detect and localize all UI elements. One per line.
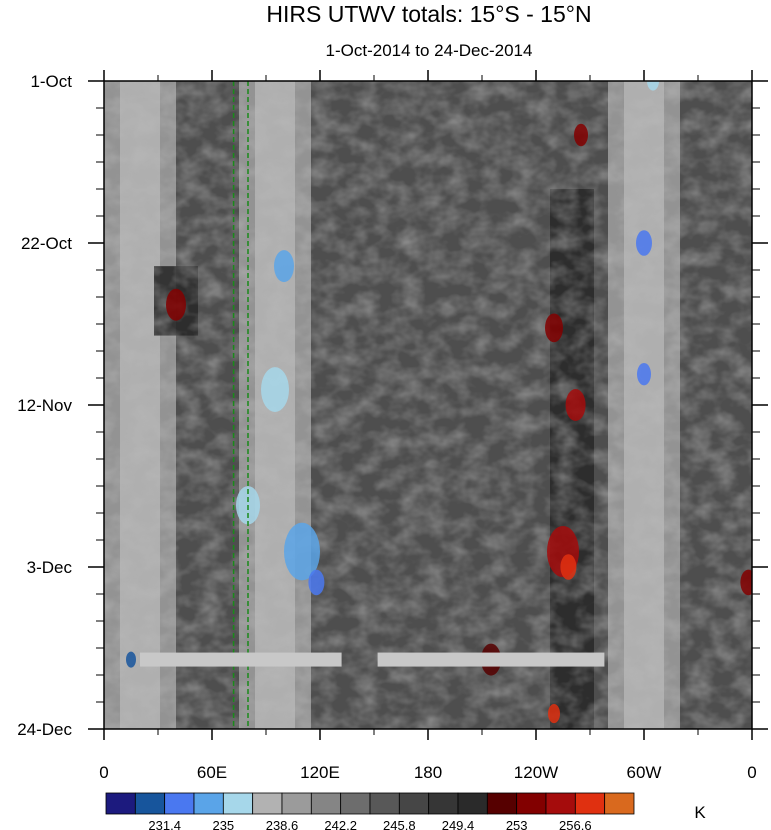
field-blob: [284, 522, 320, 581]
colorbar-swatch: [281, 792, 312, 815]
colorbar-swatch: [516, 792, 547, 815]
x-tick-label: 120E: [300, 763, 340, 782]
field-blob: [636, 230, 652, 256]
missing-data-bars: [140, 652, 605, 667]
field-blob: [166, 288, 186, 321]
y-tick-label: 24-Dec: [17, 720, 72, 739]
missing-data-bar: [377, 652, 605, 667]
colorbar-label: 242.2: [324, 818, 357, 830]
colorbar-label: 245.8: [383, 818, 416, 830]
y-tick-label: 1-Oct: [30, 72, 72, 91]
colorbar-swatch: [222, 792, 254, 815]
colorbar-label: 253: [506, 818, 528, 830]
y-tick-label: 3-Dec: [27, 558, 73, 577]
colorbar-label: 249.4: [442, 818, 475, 830]
colorbar-swatch: [369, 792, 400, 815]
colorbar-label: 235: [212, 818, 234, 830]
field-blob: [261, 367, 289, 412]
y-tick-label: 22-Oct: [21, 234, 72, 253]
colorbar-swatch: [105, 792, 136, 815]
missing-data-bar: [140, 652, 342, 667]
chart-title: HIRS UTWV totals: 15°S - 15°N: [266, 1, 591, 27]
field-blob: [574, 123, 588, 147]
colorbar-swatch: [252, 792, 283, 815]
field-blob: [647, 81, 659, 91]
colorbar-swatch: [486, 792, 518, 815]
x-tick-label: 0: [99, 763, 108, 782]
colorbar: 231.4 235 238.6 242.2 245.8 249.4 253 256.6: [105, 792, 635, 830]
y-tick-label: 12-Nov: [17, 396, 72, 415]
colorbar-swatch: [545, 792, 576, 815]
colorbar-label: 231.4: [148, 818, 181, 830]
field-blob: [274, 250, 294, 283]
colorbar-label: 256.6: [559, 818, 592, 830]
colorbar-swatch: [193, 792, 224, 815]
colorbar-swatch: [428, 792, 459, 815]
colorbar-swatch: [310, 792, 342, 815]
x-tick-label: 60W: [627, 763, 662, 782]
colorbar-swatch: [134, 792, 166, 815]
colorbar-swatch: [164, 792, 195, 815]
x-tick-label: 120W: [514, 763, 558, 782]
x-tick-label: 180: [414, 763, 442, 782]
colorbar-swatch: [457, 792, 488, 815]
field-blob: [545, 313, 563, 343]
field-blob: [560, 554, 577, 580]
x-tick-label: 0: [747, 763, 756, 782]
field-blob: [637, 362, 651, 386]
x-tick-label: 60E: [197, 763, 227, 782]
field-blob: [548, 703, 560, 724]
colorbar-swatch: [398, 792, 430, 815]
units-label: K: [694, 803, 706, 822]
colorbar-swatch: [574, 792, 606, 815]
colorbar-swatch: [340, 792, 371, 815]
reference-lines: [232, 81, 249, 729]
colorbar-swatch: [604, 792, 635, 815]
axes: 0 60E 120E 180 120W 60W 0 1-Oct 22-Oct 12-Nov 3-De…: [17, 70, 768, 782]
field-blob: [126, 651, 136, 668]
field-blob: [740, 569, 752, 596]
field-blob: [565, 389, 586, 421]
field-blob: [308, 569, 325, 596]
plot-area: [104, 81, 752, 729]
colorbar-label: 238.6: [266, 818, 299, 830]
texture-overlay: [104, 81, 752, 729]
chart-subtitle: 1-Oct-2014 to 24-Dec-2014: [326, 41, 533, 60]
